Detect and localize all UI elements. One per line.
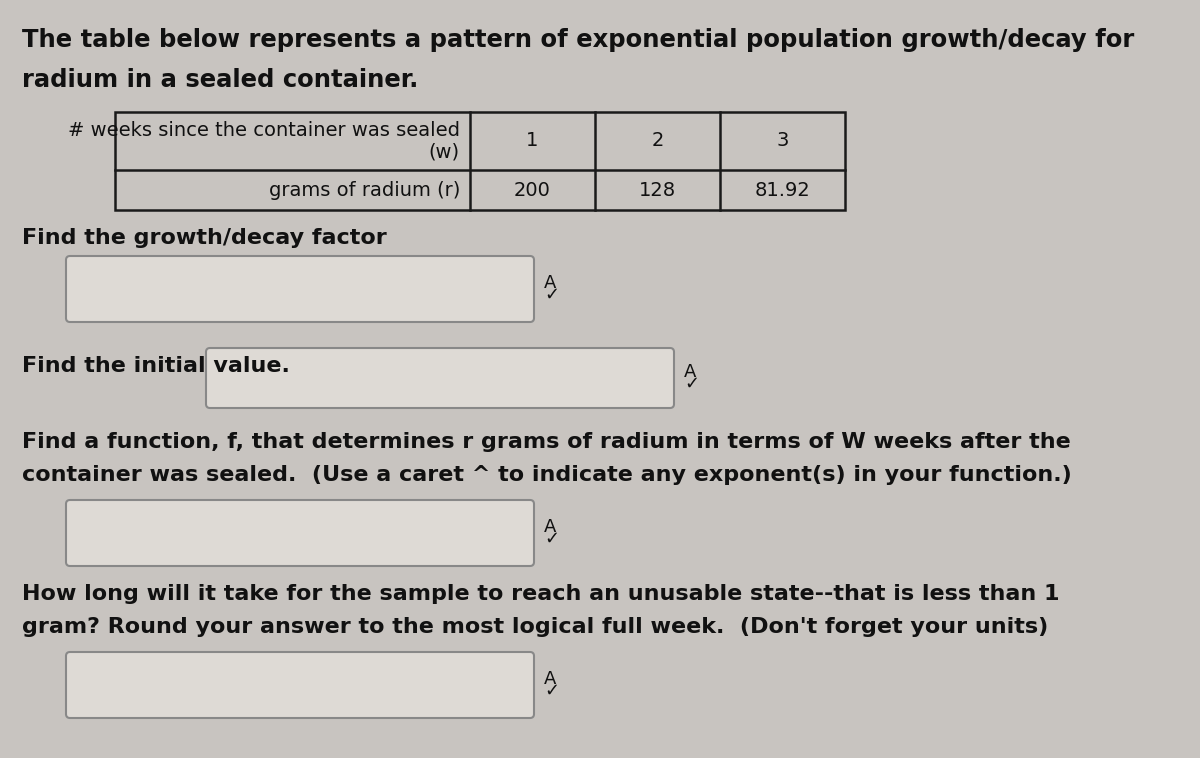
Text: 1: 1 xyxy=(527,131,539,151)
Text: 200: 200 xyxy=(514,180,551,199)
Text: 81.92: 81.92 xyxy=(755,180,810,199)
Text: The table below represents a pattern of exponential population growth/decay for: The table below represents a pattern of … xyxy=(22,28,1134,52)
Text: radium in a sealed container.: radium in a sealed container. xyxy=(22,68,419,92)
Text: Find the growth/decay factor: Find the growth/decay factor xyxy=(22,228,386,248)
Text: A
✓: A ✓ xyxy=(544,670,559,700)
Text: gram? Round your answer to the most logical full week.  (Don't forget your units: gram? Round your answer to the most logi… xyxy=(22,617,1049,637)
Text: A
✓: A ✓ xyxy=(544,518,559,548)
Text: # weeks since the container was sealed
(w): # weeks since the container was sealed (… xyxy=(68,121,460,161)
FancyBboxPatch shape xyxy=(206,348,674,408)
Text: 128: 128 xyxy=(638,180,676,199)
Text: How long will it take for the sample to reach an unusable state--that is less th: How long will it take for the sample to … xyxy=(22,584,1060,604)
Text: container was sealed.  (Use a caret ^ to indicate any exponent(s) in your functi: container was sealed. (Use a caret ^ to … xyxy=(22,465,1072,485)
Text: Find a function, f, that determines r grams of radium in terms of W weeks after : Find a function, f, that determines r gr… xyxy=(22,432,1070,452)
Text: 3: 3 xyxy=(776,131,788,151)
Text: Find the initial value.: Find the initial value. xyxy=(22,356,290,376)
Text: 2: 2 xyxy=(652,131,664,151)
Text: A
✓: A ✓ xyxy=(544,274,559,304)
Bar xyxy=(115,112,845,210)
FancyBboxPatch shape xyxy=(66,256,534,322)
FancyBboxPatch shape xyxy=(66,500,534,566)
Text: A
✓: A ✓ xyxy=(684,363,700,393)
FancyBboxPatch shape xyxy=(66,652,534,718)
Text: grams of radium (r): grams of radium (r) xyxy=(269,180,460,199)
